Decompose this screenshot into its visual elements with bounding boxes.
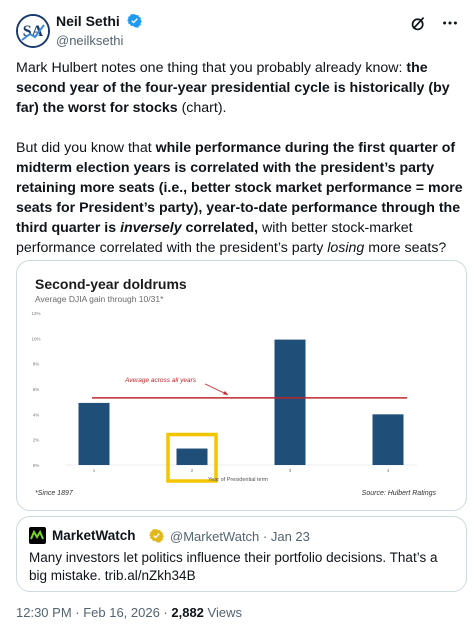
bar-chart: 0% 2% 4% 6% 8% 10% 12% 1 2 3 4 Average across all y… <box>31 311 417 483</box>
bar-year-3 <box>274 339 306 465</box>
tweet-footer: 12:30 PM · Feb 16, 2026 · 2,882 Views <box>16 605 242 620</box>
x-tick-label: 3 <box>289 468 292 473</box>
x-axis-label: Year of Presidential term <box>208 477 268 483</box>
chart-footnote: *Since 1897 <box>35 490 73 497</box>
bar-year-2 <box>176 448 208 465</box>
y-tick-label: 0% <box>33 463 40 468</box>
chart-image[interactable]: Second-year doldrums Average DJIA gain t… <box>16 260 467 511</box>
y-tick-label: 6% <box>33 387 40 392</box>
quoted-tweet[interactable]: MarketWatch @MarketWatch · Jan 23 Many i… <box>16 516 467 592</box>
tweet-header: SA Neil Sethi @neilksethi <box>16 10 459 50</box>
tweet-paragraph-1: Mark Hulbert notes one thing that you pr… <box>16 60 450 116</box>
tweet-text: Mark Hulbert notes one thing that you pr… <box>16 58 464 278</box>
grok-icon[interactable] <box>409 14 427 32</box>
y-tick-label: 8% <box>33 362 40 367</box>
highlight-box <box>166 432 218 483</box>
more-options-icon[interactable] <box>441 14 459 32</box>
x-tick-label: 4 <box>387 468 390 473</box>
views-label: Views <box>203 605 242 620</box>
chart-source: Source: Hulbert Ratings <box>361 490 436 497</box>
views-count[interactable]: 2,882 <box>171 605 204 620</box>
bar-year-1 <box>78 402 110 465</box>
quoted-author-name: MarketWatch <box>52 528 136 543</box>
author-display-name[interactable]: Neil Sethi <box>56 12 120 29</box>
marketwatch-logo <box>29 527 46 544</box>
gold-verified-badge-icon <box>149 528 164 543</box>
x-tick-label: 1 <box>93 468 96 473</box>
quoted-text: Many investors let politics influence th… <box>29 550 438 583</box>
tweet-paragraph-2: But did you know that while performance … <box>16 140 463 256</box>
chart-title: Second-year doldrums <box>35 276 187 292</box>
average-label: Average across all years <box>124 377 197 384</box>
y-tick-label: 12% <box>31 311 40 316</box>
avatar[interactable]: SA <box>16 14 50 48</box>
quoted-handle-date: @MarketWatch · Jan 23 <box>170 529 310 544</box>
y-tick-label: 4% <box>33 412 40 417</box>
timestamp[interactable]: 12:30 PM · Feb 16, 2026 · <box>16 605 172 620</box>
verified-badge-icon <box>127 13 143 29</box>
bar-year-4 <box>372 414 404 465</box>
chart-subtitle: Average DJIA gain through 10/31* <box>35 294 164 304</box>
x-tick-label: 2 <box>191 468 194 473</box>
y-tick-label: 10% <box>31 336 40 341</box>
y-tick-label: 2% <box>33 438 40 443</box>
average-arrowhead <box>223 390 228 395</box>
author-handle[interactable]: @neilksethi <box>56 33 124 48</box>
